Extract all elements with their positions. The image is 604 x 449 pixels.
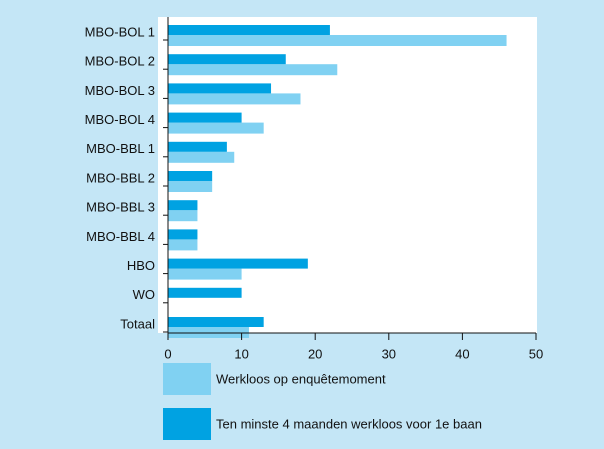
bar [168, 151, 235, 163]
bar [168, 122, 264, 134]
bar [168, 93, 301, 105]
bar [168, 317, 264, 327]
x-tick-label: 30 [382, 346, 396, 361]
y-tick-label: Totaal [120, 316, 155, 331]
y-tick-label: MBO-BOL 4 [85, 112, 155, 127]
y-tick-label: MBO-BBL 3 [86, 200, 155, 215]
x-tick-label: 50 [529, 346, 543, 361]
bar [168, 268, 242, 280]
bar [168, 171, 213, 181]
y-tick-label: MBO-BBL 1 [86, 141, 155, 156]
bar [168, 210, 198, 222]
bar [168, 258, 308, 269]
y-tick-label: MBO-BOL 1 [85, 24, 155, 39]
x-tick-label: 10 [234, 346, 248, 361]
bar [168, 83, 272, 94]
bar [168, 200, 198, 211]
x-tick-label: 40 [455, 346, 469, 361]
bar [168, 54, 286, 65]
bar [168, 287, 242, 298]
y-tick-label: HBO [127, 258, 155, 273]
legend-swatch [163, 408, 211, 440]
y-tick-label: MBO-BOL 2 [85, 54, 155, 69]
x-tick-label: 20 [308, 346, 322, 361]
y-tick-label: WO [133, 287, 155, 302]
bar [168, 35, 507, 46]
bar [168, 64, 338, 76]
bar [168, 112, 242, 123]
legend-label: Ten minste 4 maanden werkloos voor 1e ba… [216, 416, 482, 431]
x-tick-label: 0 [164, 346, 171, 361]
y-tick-label: MBO-BOL 3 [85, 83, 155, 98]
y-tick-label: MBO-BBL 2 [86, 170, 155, 185]
bar [168, 181, 213, 192]
bar [168, 229, 198, 240]
bar [168, 239, 198, 251]
legend-label: Werkloos op enquêtemoment [216, 371, 386, 386]
legend-swatch [163, 363, 211, 395]
bar [168, 25, 330, 35]
bar [168, 141, 227, 152]
y-tick-label: MBO-BBL 4 [86, 229, 155, 244]
